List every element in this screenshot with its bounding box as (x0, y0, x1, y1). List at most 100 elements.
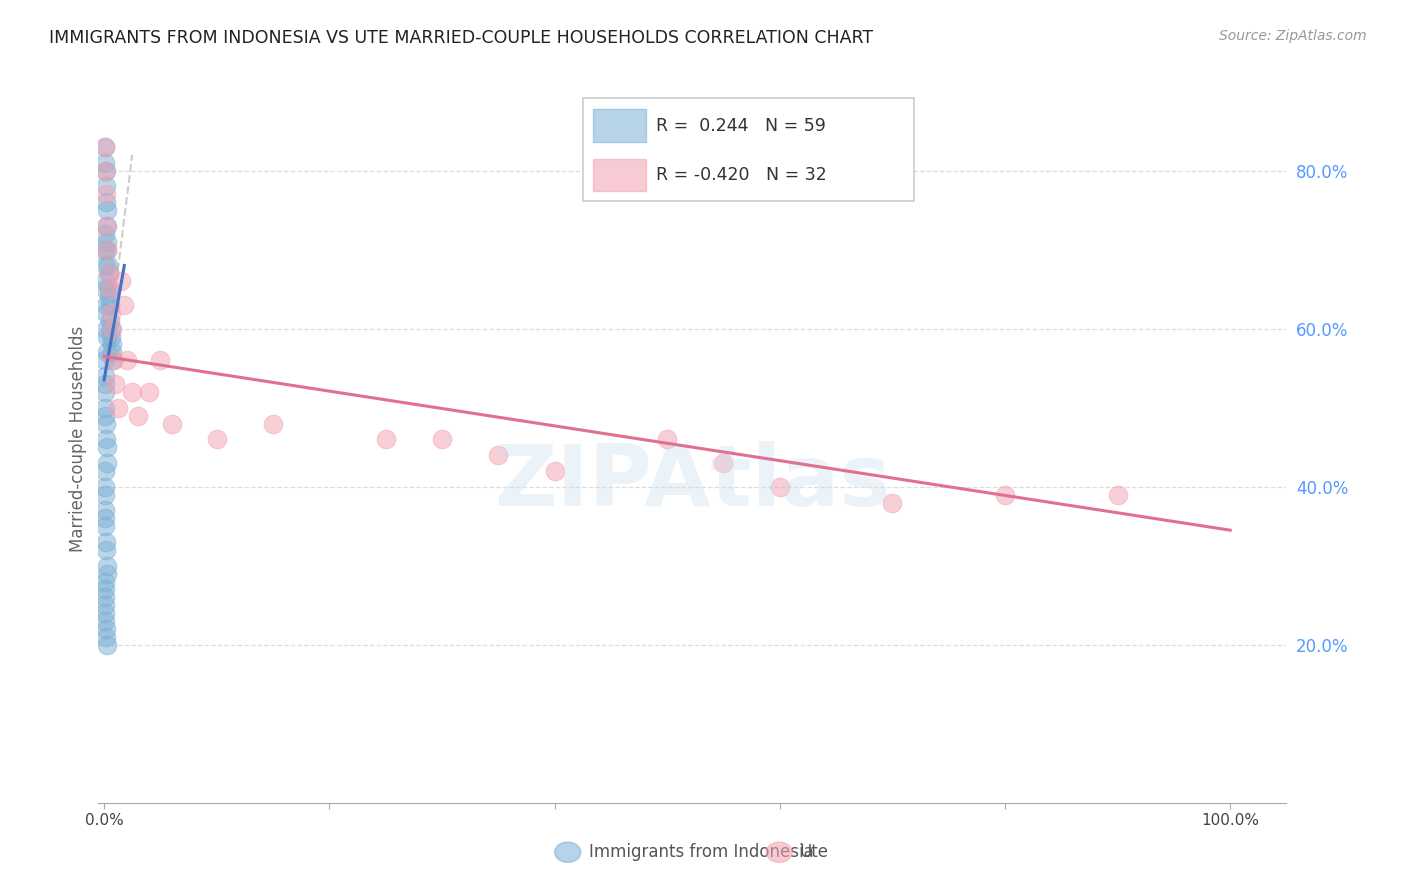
Point (101, 321, 124, 335)
Point (713, 456, 735, 470)
Point (96, 219, 118, 233)
Text: IMMIGRANTS FROM INDONESIA VS UTE MARRIED-COUPLE HOUSEHOLDS CORRELATION CHART: IMMIGRANTS FROM INDONESIA VS UTE MARRIED… (49, 29, 873, 46)
Point (94, 417, 117, 431)
Point (104, 376, 127, 391)
Point (262, 417, 284, 431)
Ellipse shape (766, 842, 792, 863)
Point (94, 187, 117, 202)
Point (127, 409, 149, 423)
Point (94, 622, 117, 636)
Point (94, 140, 117, 154)
Point (100, 321, 122, 335)
Point (96, 195, 118, 210)
Point (882, 495, 904, 509)
Point (94, 535, 117, 549)
Point (98, 290, 121, 304)
Point (93, 574, 115, 589)
Point (94, 282, 117, 296)
Point (205, 432, 228, 446)
Point (93, 480, 115, 494)
Point (94, 376, 117, 391)
Ellipse shape (554, 842, 581, 863)
Point (94, 274, 117, 288)
Point (374, 432, 396, 446)
Text: Immigrants from Indonesia: Immigrants from Indonesia (589, 843, 814, 862)
Point (94, 401, 117, 415)
Point (110, 274, 132, 288)
Point (94, 519, 117, 533)
Point (94, 298, 117, 312)
Point (430, 432, 453, 446)
Point (96, 630, 118, 644)
Text: R =  0.244   N = 59: R = 0.244 N = 59 (657, 117, 827, 135)
Point (93, 591, 115, 605)
FancyBboxPatch shape (593, 110, 647, 142)
Point (101, 337, 124, 351)
FancyBboxPatch shape (593, 159, 647, 192)
Point (138, 384, 160, 399)
Point (96, 243, 118, 257)
Point (96, 345, 118, 359)
Point (96, 558, 118, 573)
Point (96, 329, 118, 343)
Point (94, 384, 117, 399)
Point (107, 401, 129, 415)
Point (96, 440, 118, 454)
Point (94, 614, 117, 628)
Point (96, 456, 118, 470)
Point (97, 259, 120, 273)
Point (655, 432, 678, 446)
Point (96, 219, 118, 233)
Point (94, 259, 117, 273)
Point (96, 566, 118, 581)
Text: ZIPAtlas: ZIPAtlas (494, 442, 891, 524)
Point (97, 266, 120, 280)
Point (93, 369, 115, 384)
Point (97, 282, 120, 296)
Point (94, 163, 117, 178)
Point (93, 488, 115, 502)
Point (769, 480, 792, 494)
Point (93, 227, 115, 241)
Point (149, 353, 172, 368)
Point (101, 345, 124, 359)
Point (486, 448, 509, 462)
Point (100, 306, 122, 320)
Point (93, 582, 115, 597)
FancyBboxPatch shape (583, 98, 914, 201)
Point (994, 488, 1017, 502)
Point (96, 235, 118, 249)
Point (96, 321, 118, 335)
Point (121, 384, 143, 399)
Text: R = -0.420   N = 32: R = -0.420 N = 32 (657, 166, 827, 184)
Point (94, 179, 117, 194)
Point (96, 203, 118, 218)
Point (97, 266, 120, 280)
Point (112, 298, 135, 312)
Point (98, 298, 121, 312)
Point (96, 243, 118, 257)
Point (160, 417, 183, 431)
Text: Source: ZipAtlas.com: Source: ZipAtlas.com (1219, 29, 1367, 43)
Point (94, 503, 117, 517)
Point (101, 353, 124, 368)
Point (94, 599, 117, 613)
Point (96, 306, 118, 320)
Point (93, 353, 115, 368)
Point (93, 464, 115, 478)
Point (94, 243, 117, 257)
Point (94, 155, 117, 169)
Point (1107, 488, 1129, 502)
Point (115, 353, 138, 368)
Point (94, 163, 117, 178)
Point (94, 409, 117, 423)
Point (101, 353, 124, 368)
Text: Ute: Ute (800, 843, 828, 862)
Point (94, 511, 117, 525)
Point (96, 543, 118, 558)
Point (100, 329, 122, 343)
Point (94, 606, 117, 620)
Point (98, 314, 121, 328)
Point (96, 432, 118, 446)
Y-axis label: Married-couple Households: Married-couple Households (69, 326, 87, 552)
